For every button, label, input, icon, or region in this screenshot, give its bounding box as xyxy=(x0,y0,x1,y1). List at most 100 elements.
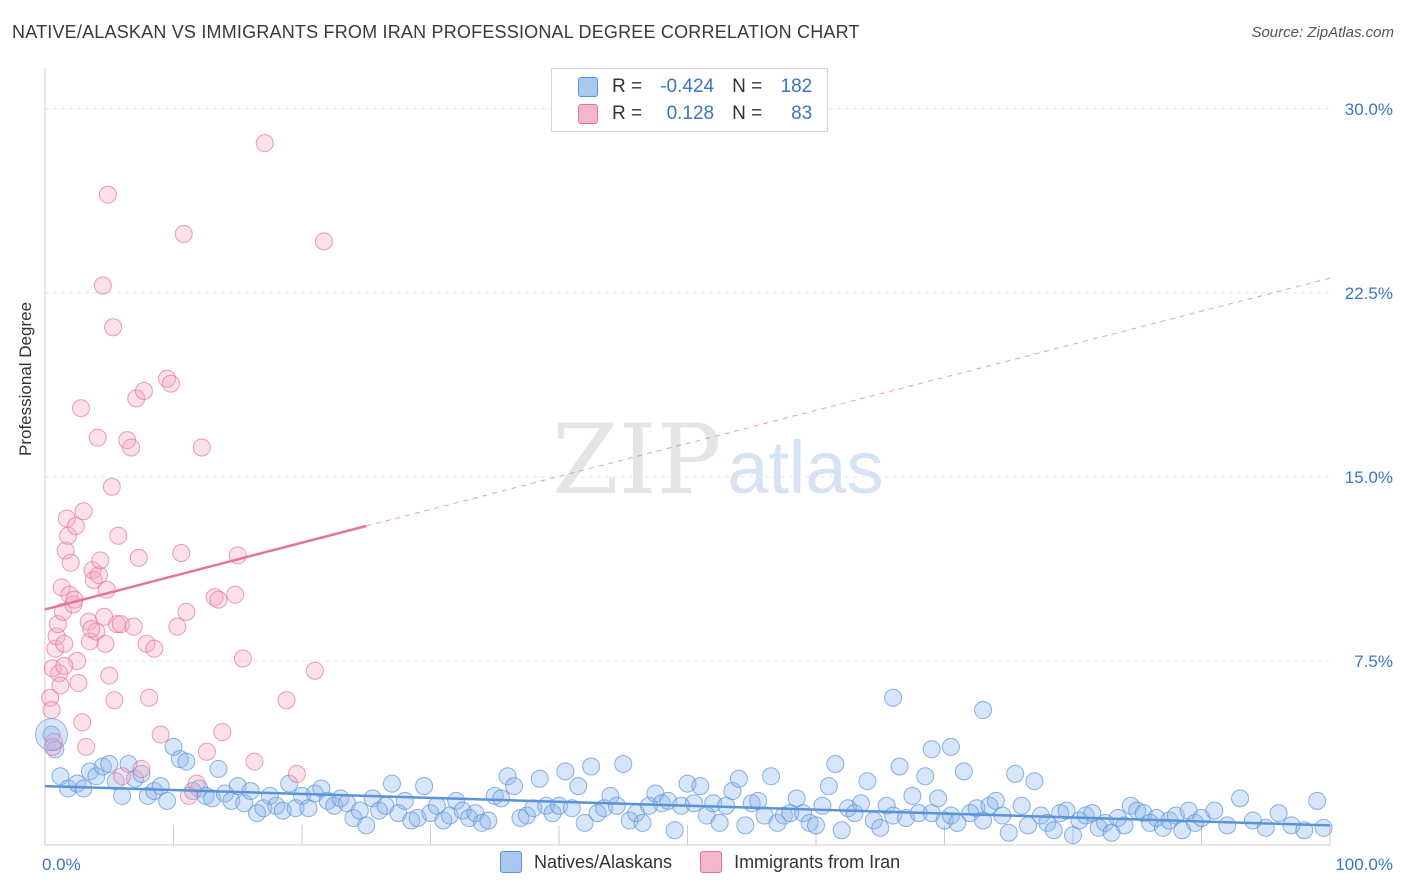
native-point xyxy=(177,752,196,771)
native-point xyxy=(813,796,832,815)
native-point xyxy=(113,786,132,805)
native-point xyxy=(665,821,684,840)
x-tick-label: 100.0% xyxy=(1335,855,1393,874)
legend-n-label: N = xyxy=(732,103,763,124)
iran-point xyxy=(42,701,61,720)
iran-point xyxy=(71,399,90,418)
legend-n-label: N = xyxy=(732,76,763,97)
iran-point xyxy=(277,691,296,710)
y-axis-label: Professional Degree xyxy=(16,301,35,456)
legend-item-iran[interactable]: Immigrants from Iran xyxy=(700,851,900,873)
native-point xyxy=(851,794,870,813)
native-point xyxy=(543,804,562,823)
iran-point xyxy=(96,634,115,653)
iran-point xyxy=(168,617,187,636)
iran-point xyxy=(89,566,108,585)
iran-point xyxy=(287,764,306,783)
native-point xyxy=(691,777,710,796)
native-point xyxy=(922,740,941,759)
iran-point xyxy=(74,502,93,521)
iran-point xyxy=(55,656,74,675)
native-point xyxy=(858,772,877,791)
iran-point xyxy=(59,526,78,545)
native-point xyxy=(556,762,575,781)
iran-point xyxy=(127,389,146,408)
iran-point xyxy=(52,578,71,597)
iran-point xyxy=(197,742,216,761)
native-point xyxy=(1256,818,1275,837)
iran-point xyxy=(104,318,123,337)
iran-point xyxy=(209,590,228,609)
native-point xyxy=(929,789,948,808)
iran-point xyxy=(109,526,128,545)
iran-point xyxy=(124,617,143,636)
source-credit: Source: ZipAtlas.com xyxy=(1251,24,1394,41)
native-point xyxy=(916,767,935,786)
iran-point xyxy=(91,551,110,570)
native-point xyxy=(819,777,838,796)
legend-r-value: -0.424 xyxy=(660,76,715,97)
native-point xyxy=(415,777,434,796)
native-point xyxy=(633,813,652,832)
native-point xyxy=(530,769,549,788)
iran-point xyxy=(122,438,141,457)
native-point xyxy=(87,767,106,786)
iran-point xyxy=(55,634,74,653)
y-tick-label: 30.0% xyxy=(1345,100,1393,119)
native-point xyxy=(941,737,960,756)
iran-trend-extension xyxy=(366,277,1331,527)
iran-point xyxy=(88,428,107,447)
native-point xyxy=(845,804,864,823)
stats-legend: R = -0.424 N = 182 R = 0.128 N = 83 xyxy=(551,68,828,132)
iran-point xyxy=(93,276,112,295)
native-point xyxy=(1308,791,1327,810)
native-point xyxy=(505,777,524,796)
legend-swatch-iran xyxy=(700,851,723,873)
series-legend: Natives/Alaskans Immigrants from Iran xyxy=(500,851,928,873)
native-point xyxy=(1218,816,1237,835)
iran-point xyxy=(161,374,180,393)
y-tick-label: 22.5% xyxy=(1345,284,1393,303)
native-point xyxy=(1012,796,1031,815)
iran-point xyxy=(102,477,121,496)
native-point xyxy=(807,816,825,835)
native-point xyxy=(479,811,498,830)
iran-point xyxy=(113,767,132,786)
native-point xyxy=(871,818,890,837)
native-point xyxy=(877,796,896,815)
native-point xyxy=(1269,804,1288,823)
native-point xyxy=(954,762,973,781)
native-point xyxy=(582,757,601,776)
legend-r-label: R = xyxy=(612,103,643,124)
native-point xyxy=(941,806,960,825)
native-point xyxy=(498,767,517,786)
native-point xyxy=(762,767,781,786)
native-point xyxy=(59,779,78,798)
native-point xyxy=(1231,789,1250,808)
iran-point xyxy=(226,585,245,604)
iran-point xyxy=(145,639,164,658)
iran-point xyxy=(129,548,148,567)
native-point xyxy=(1295,821,1314,840)
iran-point xyxy=(100,666,119,685)
iran-point xyxy=(140,688,159,707)
native-point xyxy=(710,813,729,832)
native-point xyxy=(158,791,177,810)
chart-title: NATIVE/ALASKAN VS IMMIGRANTS FROM IRAN P… xyxy=(12,22,860,42)
native-point xyxy=(1205,801,1224,820)
native-point xyxy=(607,796,626,815)
legend-label-iran: Immigrants from Iran xyxy=(734,851,901,872)
native-point xyxy=(100,755,119,774)
native-trend-line xyxy=(44,784,1331,827)
x-tick-label: 0.0% xyxy=(42,855,81,874)
legend-label-natives: Natives/Alaskans xyxy=(534,851,673,872)
y-tick-label: 7.5% xyxy=(1354,652,1393,671)
native-point xyxy=(575,813,594,832)
iran-point xyxy=(187,774,206,793)
watermark-atlas: atlas xyxy=(727,426,884,509)
iran-point xyxy=(172,543,191,562)
iran-point xyxy=(192,438,211,457)
native-point xyxy=(562,799,581,818)
legend-item-natives[interactable]: Natives/Alaskans xyxy=(500,851,672,873)
legend-row-natives: R = -0.424 N = 182 xyxy=(552,74,812,100)
